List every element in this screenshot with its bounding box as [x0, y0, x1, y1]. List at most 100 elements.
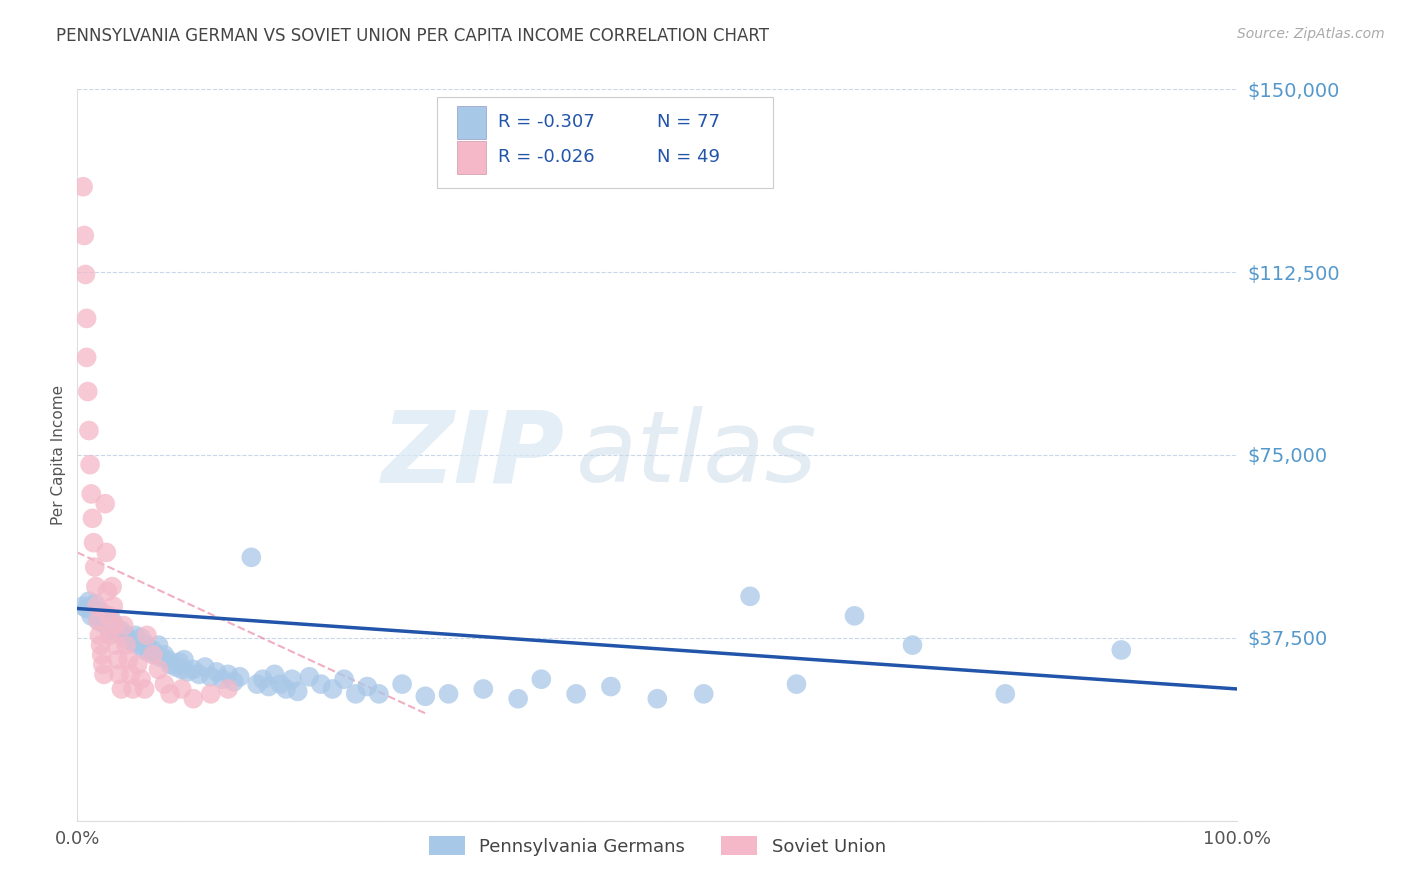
Point — [170, 681, 193, 696]
Y-axis label: Per Capita Income: Per Capita Income — [51, 384, 66, 525]
Point — [76, 351, 98, 365]
Text: atlas: atlas — [576, 407, 818, 503]
Point — [246, 677, 269, 691]
Text: Source: ZipAtlas.com: Source: ZipAtlas.com — [1237, 27, 1385, 41]
Legend: Pennsylvania Germans, Soviet Union: Pennsylvania Germans, Soviet Union — [422, 829, 893, 863]
Point — [356, 680, 378, 694]
Point — [165, 660, 187, 674]
Point — [120, 667, 142, 681]
Point — [90, 648, 112, 662]
Point — [76, 311, 98, 326]
Point — [257, 680, 280, 694]
Bar — [457, 141, 485, 174]
Point — [391, 677, 413, 691]
Point — [506, 691, 529, 706]
Text: N = 77: N = 77 — [658, 113, 720, 131]
Point — [183, 691, 205, 706]
Point — [169, 655, 191, 669]
Point — [693, 687, 716, 701]
Point — [127, 657, 149, 672]
Point — [83, 535, 105, 549]
Point — [188, 667, 211, 681]
Point — [87, 614, 110, 628]
Text: N = 49: N = 49 — [658, 148, 720, 166]
Point — [103, 618, 125, 632]
Point — [333, 672, 356, 686]
Point — [72, 179, 94, 194]
Point — [115, 638, 138, 652]
Point — [77, 594, 100, 608]
Point — [97, 608, 120, 623]
Point — [740, 590, 762, 604]
Point — [98, 624, 121, 638]
Point — [240, 550, 263, 565]
Point — [148, 638, 170, 652]
Point — [83, 560, 105, 574]
Point — [98, 628, 121, 642]
Point — [124, 628, 146, 642]
Point — [91, 657, 114, 672]
Point — [156, 653, 179, 667]
Point — [89, 628, 111, 642]
Point — [565, 687, 588, 701]
Point — [183, 663, 205, 677]
Point — [94, 497, 117, 511]
Point — [309, 677, 332, 691]
Point — [159, 657, 181, 672]
Point — [105, 638, 128, 652]
Point — [287, 684, 309, 698]
Point — [148, 663, 170, 677]
Point — [93, 667, 115, 681]
Point — [200, 670, 222, 684]
Point — [222, 674, 245, 689]
Point — [472, 681, 495, 696]
Point — [112, 631, 135, 645]
Point — [129, 672, 152, 686]
Point — [269, 677, 291, 691]
Point — [90, 638, 111, 652]
Point — [108, 667, 131, 681]
Point — [228, 670, 252, 684]
Point — [96, 584, 118, 599]
Point — [413, 690, 436, 704]
Point — [135, 628, 157, 642]
Point — [77, 424, 100, 438]
Point — [82, 511, 104, 525]
Point — [107, 626, 129, 640]
FancyBboxPatch shape — [437, 96, 773, 188]
Point — [159, 687, 181, 701]
Point — [205, 665, 228, 679]
Point — [134, 643, 156, 657]
Point — [785, 677, 807, 691]
Point — [145, 648, 167, 662]
Point — [101, 580, 124, 594]
Point — [321, 681, 344, 696]
Point — [90, 604, 111, 618]
Point — [96, 545, 118, 559]
Point — [96, 608, 118, 623]
Point — [135, 638, 157, 652]
Point — [103, 599, 125, 613]
Point — [83, 597, 105, 611]
Point — [73, 228, 96, 243]
Point — [901, 638, 924, 652]
Point — [80, 608, 103, 623]
Text: ZIP: ZIP — [381, 407, 565, 503]
Point — [1111, 643, 1133, 657]
Point — [76, 601, 98, 615]
Point — [368, 687, 391, 701]
Text: R = -0.026: R = -0.026 — [498, 148, 595, 166]
Point — [263, 667, 285, 681]
Point — [149, 650, 172, 665]
Point — [110, 681, 132, 696]
Point — [107, 653, 129, 667]
Bar — [457, 105, 485, 138]
Point — [437, 687, 460, 701]
Point — [217, 667, 239, 681]
Point — [274, 681, 298, 696]
Point — [112, 618, 135, 632]
Point — [101, 614, 124, 628]
Point — [281, 672, 304, 686]
Point — [298, 670, 321, 684]
Point — [86, 599, 108, 613]
